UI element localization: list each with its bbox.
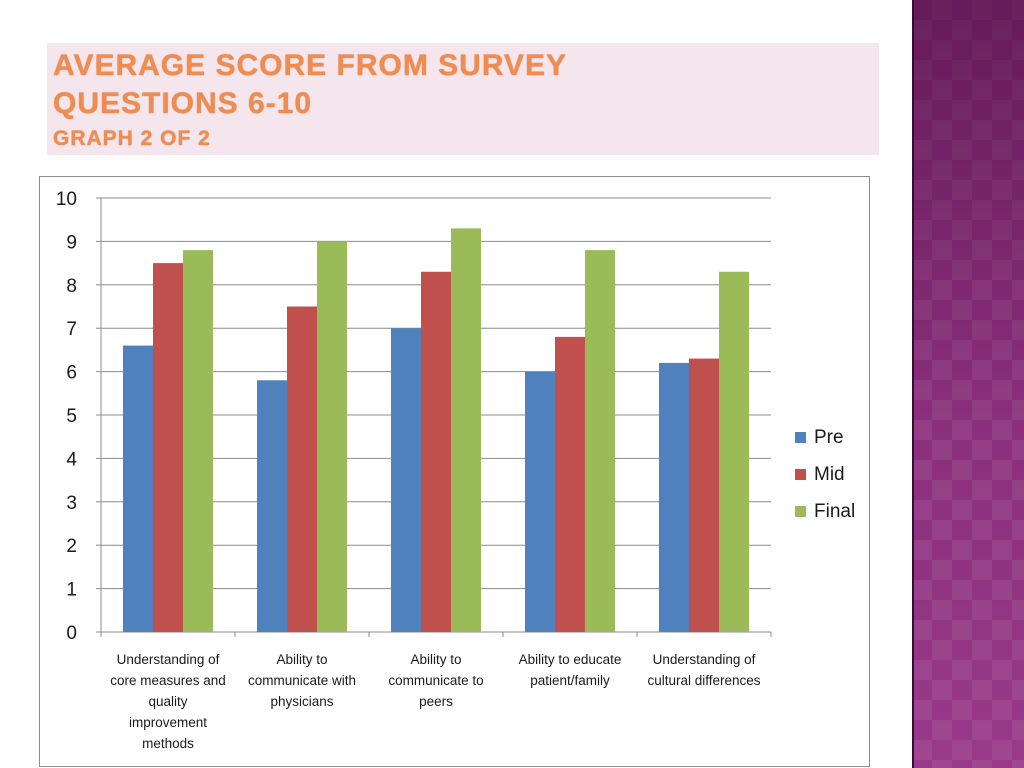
legend-swatch (795, 432, 806, 443)
y-tick-label: 0 (66, 623, 77, 644)
legend-item-mid: Mid (795, 456, 855, 493)
x-category-label-line: Ability to (276, 652, 328, 667)
x-category-label: Understanding of cultural differences (640, 649, 768, 691)
x-category-label-line: physicians (270, 694, 334, 709)
x-category-label: Ability to communicate to peers (372, 649, 500, 712)
x-category-label-line: peers (419, 694, 453, 709)
bar-final-1 (183, 250, 213, 632)
legend-label: Final (814, 500, 856, 522)
y-tick-label: 1 (66, 580, 77, 601)
x-category-label-line: Ability to (410, 652, 462, 667)
slide-title-line-1: Average score from survey (53, 49, 567, 82)
x-category-label: Ability to educate patient/family (506, 649, 634, 691)
legend-item-final: Final (795, 493, 855, 530)
slide-title-line-2: questions 6-10 (53, 87, 313, 120)
legend-swatch (795, 469, 806, 480)
y-tick-label: 4 (66, 449, 77, 470)
x-category-label-line: quality (148, 694, 188, 709)
x-category-label: Understanding of core measures and quality… (104, 649, 232, 754)
x-category-label-line: communicate to (388, 673, 484, 688)
y-tick-label: 10 (56, 189, 77, 210)
x-category-label-line: Understanding of (652, 652, 756, 667)
x-category-label-line: methods (142, 736, 194, 751)
bar-mid-5 (689, 358, 719, 632)
x-category-label-line: core measures and (110, 673, 226, 688)
bar-pre-2 (257, 380, 287, 632)
bar-pre-5 (659, 362, 689, 632)
bar-final-3 (451, 228, 481, 632)
decorative-side-strip (912, 0, 1024, 768)
bar-pre-1 (123, 345, 153, 632)
x-category-label-line: improvement (128, 715, 208, 730)
bar-final-4 (585, 250, 615, 632)
legend-label: Mid (814, 463, 845, 485)
bar-chart: 0 1 2 3 4 5 6 7 8 9 10 (56, 189, 772, 644)
bar-mid-2 (287, 306, 317, 632)
bar-pre-4 (525, 371, 555, 632)
y-tick-label: 2 (66, 536, 77, 557)
legend-item-pre: Pre (795, 419, 855, 456)
y-tick-label: 5 (66, 406, 77, 427)
x-category-label-line: patient/family (530, 673, 610, 688)
chart-frame: 0 1 2 3 4 5 6 7 8 9 10 Understanding of core measur… (39, 176, 870, 767)
bar-final-2 (317, 241, 347, 632)
bar-final-5 (719, 271, 749, 632)
y-tick-label: 7 (66, 319, 77, 340)
x-category-label-line: cultural differences (647, 673, 761, 688)
x-category-label-line: Understanding of (116, 652, 220, 667)
x-category-label: Ability to communicate with physicians (238, 649, 366, 712)
bar-mid-1 (153, 263, 183, 632)
chart-legend: Pre Mid Final (795, 419, 855, 530)
y-tick-label: 9 (66, 232, 77, 253)
y-tick-label: 6 (66, 363, 77, 384)
y-tick-label: 3 (66, 493, 77, 514)
x-category-label-line: communicate with (247, 673, 357, 688)
bar-mid-3 (421, 271, 451, 632)
x-category-label-line: Ability to educate (518, 652, 622, 667)
legend-swatch (795, 506, 806, 517)
legend-label: Pre (814, 426, 844, 448)
bar-pre-3 (391, 328, 421, 632)
title-banner: Average score from survey questions 6-10… (47, 43, 879, 155)
y-tick-label: 8 (66, 276, 77, 297)
slide-subtitle: Graph 2 of 2 (53, 127, 211, 150)
bar-mid-4 (555, 336, 585, 632)
